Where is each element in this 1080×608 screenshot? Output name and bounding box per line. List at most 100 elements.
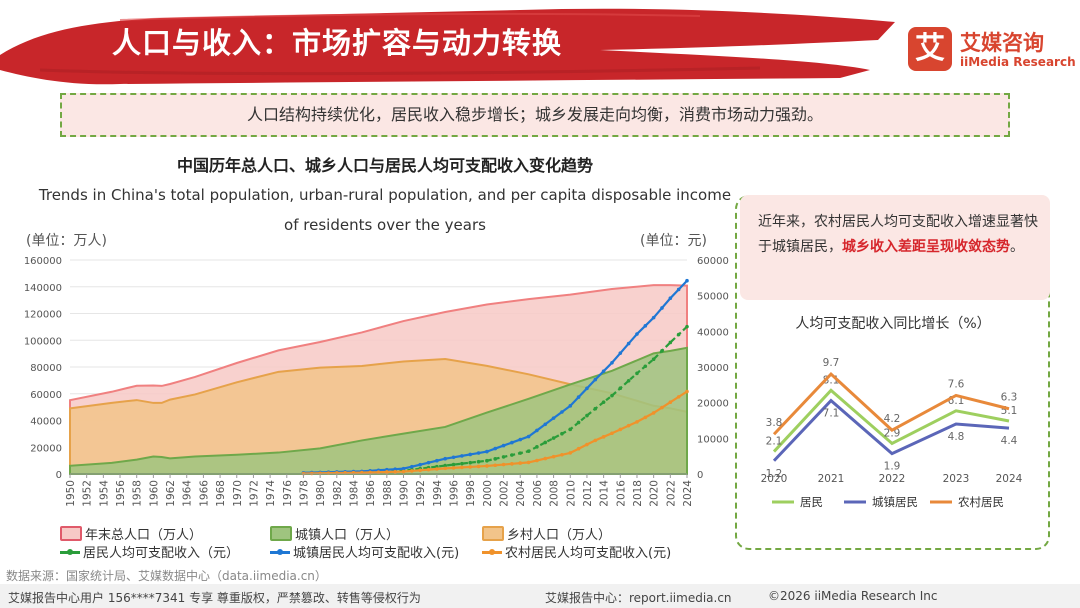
growth-x-label: 2024 xyxy=(996,473,1023,485)
income-point-1 xyxy=(551,416,556,420)
y-tick-right: 40000 xyxy=(697,327,729,338)
income-point-2 xyxy=(485,464,489,468)
income-point-1 xyxy=(576,395,581,399)
income-point-0 xyxy=(510,453,514,457)
footer-report-link[interactable]: 艾媒报告中心：report.iimedia.cn xyxy=(545,591,732,605)
income-point-2 xyxy=(618,427,623,432)
x-tick-label: 2000 xyxy=(482,480,494,507)
footer-bar xyxy=(0,584,1080,608)
legend-swatch xyxy=(60,549,80,555)
income-point-0 xyxy=(518,451,523,455)
right-axis-unit: (单位：元) xyxy=(640,233,707,249)
y-tick-right: 60000 xyxy=(697,256,729,267)
income-point-1 xyxy=(535,428,539,433)
income-point-1 xyxy=(585,386,589,391)
income-point-2 xyxy=(393,469,397,474)
income-point-1 xyxy=(401,466,406,471)
y-tick-right: 50000 xyxy=(697,292,729,303)
income-point-0 xyxy=(668,340,673,345)
growth-value-label: 2.1 xyxy=(766,436,783,448)
growth-value-label: 1.9 xyxy=(884,461,901,473)
legend-urban-income: 城镇居民人均可支配收入(元) xyxy=(270,542,459,561)
income-point-2 xyxy=(435,467,439,471)
income-point-2 xyxy=(660,405,664,410)
income-point-2 xyxy=(610,431,614,436)
x-tick-label: 1970 xyxy=(232,480,244,507)
income-point-0 xyxy=(585,413,589,418)
growth-value-label: 9.7 xyxy=(823,357,840,369)
income-point-1 xyxy=(451,455,456,460)
legend-total-population: 年末总人口（万人） xyxy=(60,524,202,543)
legend-label: 城镇人口（万人） xyxy=(295,528,400,543)
income-point-2 xyxy=(585,442,589,447)
income-point-2 xyxy=(410,469,414,473)
chart-title: 中国历年总人口、城乡人口与居民人均可支配收入变化趋势 xyxy=(176,156,593,175)
x-tick-label: 1998 xyxy=(465,480,477,507)
income-point-2 xyxy=(468,465,473,469)
income-point-1 xyxy=(601,369,606,373)
income-point-0 xyxy=(443,463,448,468)
legend-label: 农村居民人均可支配收入(元) xyxy=(505,546,672,561)
insight-note: 近年来，农村居民人均可支配收入增速显著快于城镇居民，城乡收入差距呈现收敛态势。 xyxy=(758,210,1040,260)
income-point-1 xyxy=(493,446,498,451)
income-point-0 xyxy=(451,462,456,467)
growth-x-label: 2020 xyxy=(761,473,788,485)
income-point-2 xyxy=(360,470,364,475)
growth-value-label: 7.6 xyxy=(948,378,965,390)
legend-rural-income: 农村居民人均可支配收入(元) xyxy=(482,542,671,561)
income-point-2 xyxy=(493,463,498,468)
income-point-2 xyxy=(635,420,639,424)
legend-label: 城镇居民人均可支配收入(元) xyxy=(293,546,460,561)
income-point-0 xyxy=(685,324,689,329)
income-point-0 xyxy=(543,440,548,445)
x-tick-label: 2010 xyxy=(565,480,577,507)
income-point-2 xyxy=(401,469,406,474)
y-tick-left: 120000 xyxy=(24,310,62,321)
income-point-1 xyxy=(426,460,431,465)
x-tick-label: 2012 xyxy=(582,480,594,507)
growth-value-label: 4.2 xyxy=(884,413,901,425)
x-tick-label: 2024 xyxy=(682,480,694,507)
income-point-1 xyxy=(568,404,573,408)
y-tick-left: 140000 xyxy=(24,283,62,294)
income-point-1 xyxy=(443,456,448,461)
x-tick-label: 2006 xyxy=(532,480,544,507)
legend-swatch xyxy=(482,549,502,555)
income-point-2 xyxy=(535,458,539,463)
x-tick-label: 1978 xyxy=(298,480,310,507)
income-point-1 xyxy=(526,434,531,439)
income-point-1 xyxy=(418,462,422,467)
income-point-1 xyxy=(651,315,656,320)
x-tick-label: 1952 xyxy=(82,480,94,507)
income-point-0 xyxy=(535,445,539,449)
income-point-0 xyxy=(651,357,656,361)
x-tick-label: 1982 xyxy=(332,480,344,507)
growth-value-label: 4.4 xyxy=(1001,435,1018,447)
income-point-0 xyxy=(635,371,639,376)
data-source: 数据来源：国家统计局、艾媒数据中心（data.iimedia.cn） xyxy=(6,569,327,583)
brand-name-en: iiMedia Research xyxy=(960,55,1076,69)
income-point-1 xyxy=(668,296,673,301)
y-tick-right: 10000 xyxy=(697,434,729,445)
footer-copyright: ©2026 iiMedia Research Inc xyxy=(768,589,938,603)
legend-label: 居民人均可支配收入（元） xyxy=(83,546,240,561)
income-point-1 xyxy=(435,458,439,463)
legend-label: 乡村人口（万人） xyxy=(507,528,612,543)
growth-legend-label: 农村居民 xyxy=(958,495,1004,509)
income-point-1 xyxy=(660,306,664,310)
y-tick-right: 30000 xyxy=(697,363,729,374)
income-point-2 xyxy=(626,423,631,428)
income-point-2 xyxy=(643,415,648,420)
note-box xyxy=(740,195,1050,300)
x-tick-label: 2018 xyxy=(632,480,644,507)
growth-x-label: 2021 xyxy=(818,473,845,485)
income-point-0 xyxy=(618,386,623,391)
income-point-0 xyxy=(485,458,489,463)
income-point-1 xyxy=(501,443,506,448)
income-growth-chart: 2.18.12.96.15.11.27.11.94.8 4.43.89.74.27… xyxy=(761,357,1023,509)
summary-banner: 人口结构持续优化，居民收入稳步增长；城乡发展走向均衡，消费市场动力强劲。 xyxy=(60,93,1010,137)
income-point-2 xyxy=(510,462,514,466)
x-tick-label: 1974 xyxy=(265,480,277,507)
income-point-0 xyxy=(676,332,681,337)
income-point-0 xyxy=(493,457,498,461)
